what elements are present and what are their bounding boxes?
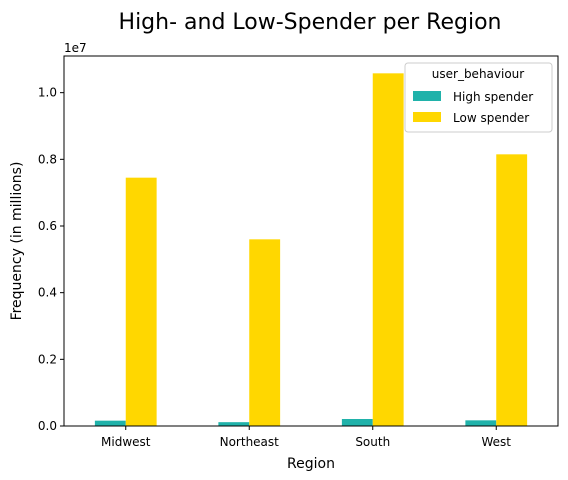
y-tick-label: 0.8 — [38, 152, 57, 166]
bar-low-spender-south — [372, 73, 404, 426]
chart-title: High- and Low-Spender per Region — [119, 10, 502, 35]
y-axis-label: Frequency (in millions) — [9, 162, 25, 321]
y-tick-label: 0.2 — [38, 352, 57, 366]
y-tick-label: 0.0 — [38, 419, 57, 433]
legend-title: user_behaviour — [432, 67, 525, 81]
x-tick-label-midwest: Midwest — [101, 435, 151, 449]
x-tick-label-west: West — [481, 435, 511, 449]
y-scale-label: 1e7 — [64, 41, 87, 55]
legend-label-low-spender: Low spender — [453, 111, 529, 125]
bar-low-spender-midwest — [125, 177, 157, 426]
bar-high-spender-south — [341, 419, 373, 426]
plot-frame — [63, 55, 559, 427]
legend-label-high-spender: High spender — [453, 90, 533, 104]
legend-swatch-high-spender — [413, 91, 441, 101]
legend-swatch-low-spender — [413, 112, 441, 122]
x-tick-label-northeast: Northeast — [220, 435, 280, 449]
bar-high-spender-midwest — [94, 420, 126, 426]
bar-low-spender-west — [496, 154, 528, 426]
x-axis-label: Region — [287, 456, 335, 472]
legend-box — [404, 62, 553, 133]
y-tick-label: 0.6 — [38, 219, 57, 233]
bar-high-spender-northeast — [218, 422, 250, 426]
bar-high-spender-west — [465, 420, 497, 426]
y-tick-label: 0.4 — [38, 286, 57, 300]
legend: user_behaviour High spender Low spender — [404, 62, 553, 133]
bar-low-spender-northeast — [249, 239, 281, 426]
x-tick-label-south: South — [355, 435, 390, 449]
y-tick-label: 1.0 — [38, 86, 57, 100]
